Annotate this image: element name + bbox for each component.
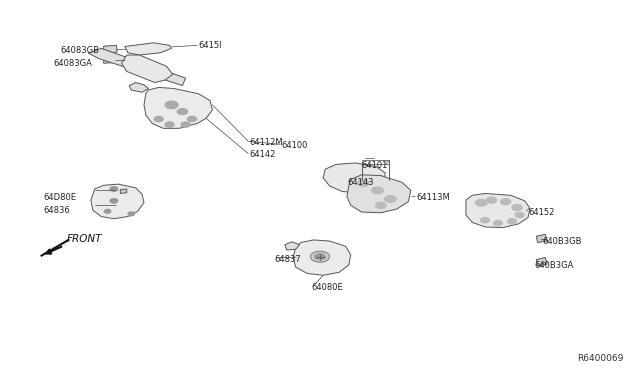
Text: 64837: 64837	[274, 255, 301, 264]
Circle shape	[486, 197, 497, 203]
Text: 64152: 64152	[528, 208, 554, 217]
Circle shape	[481, 218, 490, 223]
Text: 64083GB: 64083GB	[61, 46, 100, 55]
Circle shape	[372, 187, 383, 194]
Circle shape	[165, 122, 174, 127]
Text: FRONT: FRONT	[67, 234, 102, 244]
Circle shape	[110, 187, 118, 191]
Circle shape	[154, 116, 163, 122]
Text: 64113M: 64113M	[416, 193, 450, 202]
Text: 64836: 64836	[44, 206, 70, 215]
Text: 64143: 64143	[348, 178, 374, 187]
Circle shape	[515, 212, 524, 218]
Text: 64080E: 64080E	[312, 283, 344, 292]
Text: 640B3GA: 640B3GA	[534, 262, 574, 270]
Text: 64100: 64100	[282, 141, 308, 150]
Circle shape	[310, 251, 330, 262]
Text: 64112M: 64112M	[250, 138, 284, 147]
Polygon shape	[536, 234, 547, 243]
Polygon shape	[466, 193, 530, 228]
Text: R6400069: R6400069	[578, 354, 624, 363]
Circle shape	[165, 101, 178, 109]
Circle shape	[177, 109, 188, 115]
Polygon shape	[120, 189, 127, 193]
Circle shape	[181, 122, 190, 127]
Circle shape	[508, 219, 516, 224]
Circle shape	[385, 196, 396, 202]
Text: 6415l: 6415l	[198, 41, 222, 50]
Polygon shape	[122, 55, 173, 83]
Text: 640B3GB: 640B3GB	[542, 237, 582, 246]
Circle shape	[315, 254, 325, 260]
Circle shape	[128, 212, 134, 216]
Polygon shape	[104, 45, 117, 53]
Polygon shape	[125, 43, 172, 55]
Circle shape	[476, 199, 487, 206]
Polygon shape	[347, 175, 411, 213]
Polygon shape	[285, 242, 300, 250]
Circle shape	[104, 209, 111, 213]
Polygon shape	[323, 163, 385, 193]
Polygon shape	[88, 48, 186, 86]
Text: 64101: 64101	[362, 161, 388, 170]
Polygon shape	[91, 184, 144, 219]
Text: 64142: 64142	[250, 150, 276, 159]
Polygon shape	[144, 87, 212, 128]
Polygon shape	[293, 240, 351, 275]
Text: 64D80E: 64D80E	[44, 193, 77, 202]
Circle shape	[493, 221, 502, 226]
Circle shape	[376, 202, 386, 208]
Polygon shape	[129, 83, 148, 92]
Polygon shape	[536, 257, 547, 266]
Circle shape	[188, 116, 196, 122]
Polygon shape	[104, 58, 115, 63]
Circle shape	[500, 199, 511, 205]
Circle shape	[358, 180, 369, 186]
Text: 64083GA: 64083GA	[53, 59, 92, 68]
Circle shape	[110, 199, 118, 203]
Circle shape	[512, 205, 522, 211]
